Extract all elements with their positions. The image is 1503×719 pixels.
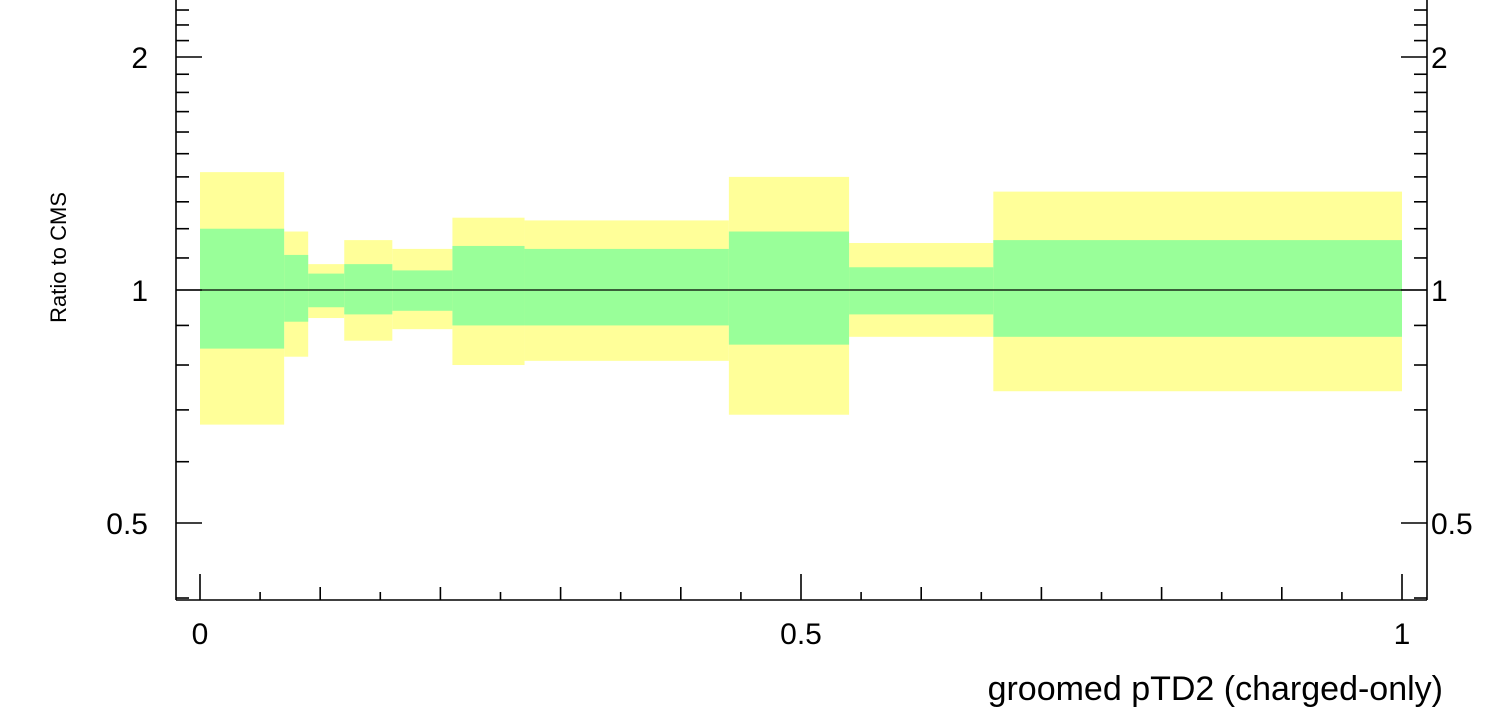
y-tick-label-left: 0.5 xyxy=(106,508,148,541)
uncertainty-bands xyxy=(200,172,1402,425)
y-tick-label-right: 2 xyxy=(1431,42,1448,75)
inner-band-5 xyxy=(452,245,525,326)
inner-band-6 xyxy=(524,248,729,326)
inner-band-0 xyxy=(200,228,285,349)
inner-band-1 xyxy=(284,254,309,322)
x-tick-label: 0 xyxy=(192,618,209,651)
inner-band-9 xyxy=(993,240,1402,337)
x-tick-label: 1 xyxy=(1394,618,1411,651)
x-tick-label: 0.5 xyxy=(780,618,822,651)
x-axis-title: groomed pTD2 (charged-only) xyxy=(988,670,1443,708)
inner-band-3 xyxy=(344,264,393,315)
y-tick-label-left: 1 xyxy=(131,275,148,308)
y-tick-label-right: 1 xyxy=(1431,275,1448,308)
y-tick-label-left: 2 xyxy=(131,42,148,75)
y-axis-title: Ratio to CMS xyxy=(46,192,71,323)
inner-band-7 xyxy=(728,231,850,345)
y-tick-label-right: 0.5 xyxy=(1431,508,1473,541)
axes: 0.5 0.5 1 1 2 2 0 0.5 1 xyxy=(106,0,1473,651)
inner-band-8 xyxy=(849,267,994,315)
